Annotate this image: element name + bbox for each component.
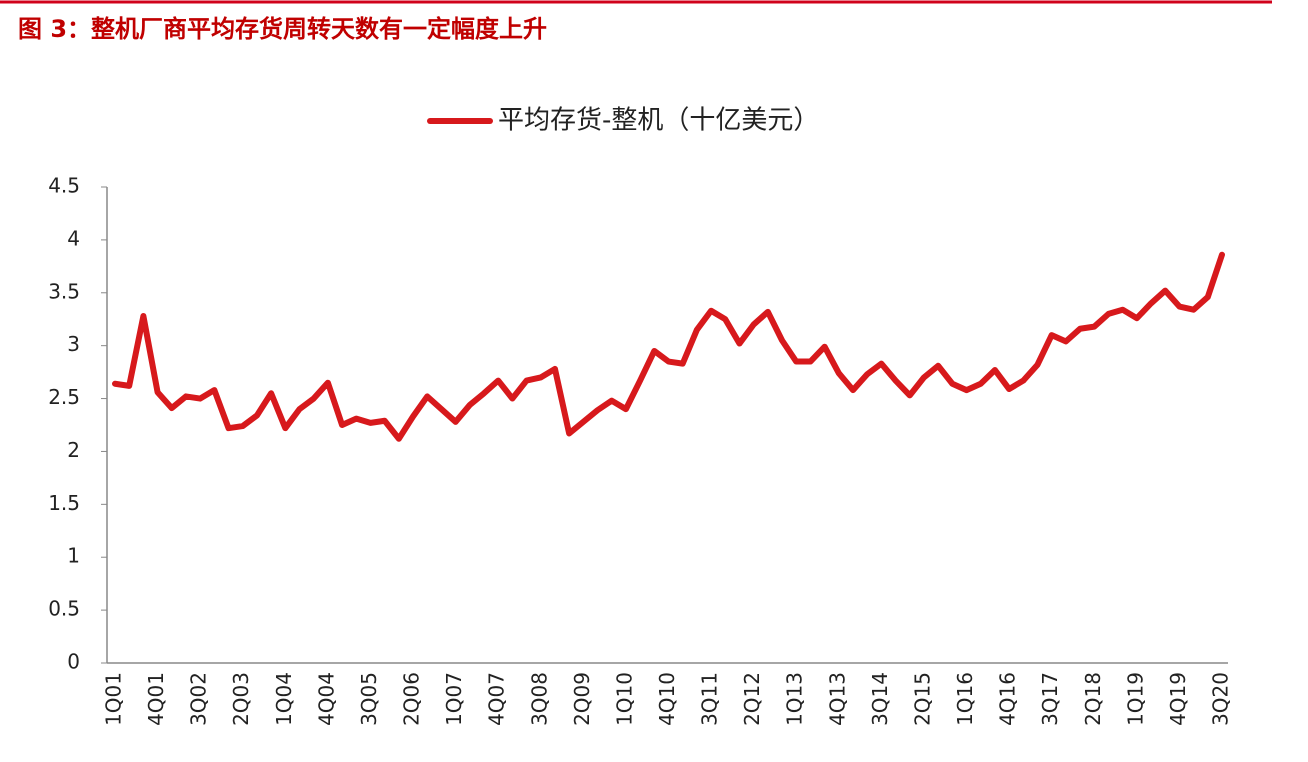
x-tick-label: 2Q18 [1081, 672, 1105, 726]
line-series [112, 251, 1225, 442]
x-tick-label: 1Q01 [102, 672, 126, 726]
x-tick-label: 1Q10 [612, 672, 636, 726]
x-tick-label: 3Q05 [357, 672, 381, 726]
x-tick-label: 1Q16 [953, 672, 977, 726]
x-tick-label: 3Q02 [187, 672, 211, 726]
y-tick-label: 4 [67, 226, 80, 250]
x-tick-label: 1Q07 [442, 672, 466, 726]
x-tick-label: 2Q06 [400, 672, 424, 726]
x-tick-label: 2Q12 [740, 672, 764, 726]
x-tick-label: 3Q20 [1209, 672, 1233, 726]
y-tick-label: 3.5 [48, 279, 80, 303]
legend-label: 平均存货-整机（十亿美元） [498, 106, 819, 136]
y-tick-label: 2 [67, 438, 80, 462]
y-tick-label: 0.5 [48, 597, 80, 621]
x-tick-label: 3Q11 [698, 672, 722, 726]
x-tick-label: 1Q19 [1123, 672, 1147, 726]
x-tick-label: 2Q09 [570, 672, 594, 726]
chart-title: 图 3：整机厂商平均存货周转天数有一定幅度上升 [18, 15, 547, 43]
x-tick-label: 3Q08 [527, 672, 551, 726]
x-tick-label: 4Q16 [996, 672, 1020, 726]
y-tick-label: 3 [67, 332, 80, 356]
y-tick-label: 0 [67, 650, 80, 674]
y-tick-label: 4.5 [48, 174, 80, 198]
y-tick-label: 1 [67, 544, 80, 568]
x-tick-label: 1Q13 [783, 672, 807, 726]
x-tick-label: 4Q01 [144, 672, 168, 726]
y-tick-label: 2.5 [48, 385, 80, 409]
x-tick-label: 3Q17 [1038, 672, 1062, 726]
x-tick-label: 4Q19 [1166, 672, 1190, 726]
x-tick-label: 2Q15 [910, 672, 934, 726]
x-tick-label: 4Q07 [485, 672, 509, 726]
y-tick-label: 1.5 [48, 491, 80, 515]
x-tick-label: 4Q13 [825, 672, 849, 726]
x-tick-label: 4Q04 [314, 672, 338, 726]
x-tick-label: 4Q10 [655, 672, 679, 726]
x-tick-label: 1Q04 [272, 672, 296, 726]
x-tick-label: 3Q14 [868, 672, 892, 726]
x-tick-label: 2Q03 [229, 672, 253, 726]
